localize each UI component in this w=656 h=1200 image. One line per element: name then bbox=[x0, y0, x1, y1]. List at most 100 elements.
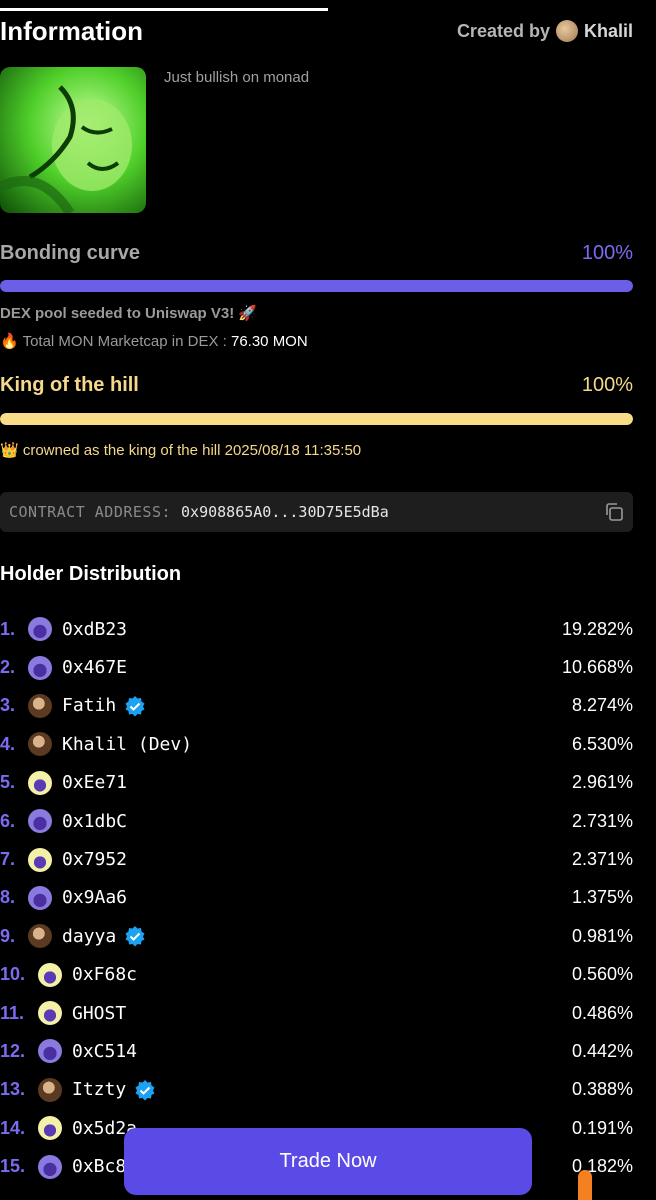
creator-link[interactable]: Created by Khalil bbox=[457, 20, 633, 42]
holder-row[interactable]: 5. 0xEe71 2.961% bbox=[0, 764, 633, 802]
holder-name[interactable]: GHOST bbox=[72, 1002, 127, 1024]
bonding-curve-progress-fill bbox=[0, 280, 633, 292]
holder-avatar bbox=[38, 1001, 62, 1026]
holder-percent: 2.731% bbox=[571, 810, 633, 831]
king-of-hill-label: King of the hill bbox=[0, 373, 139, 396]
marketcap-line: 🔥 Total MON Marketcap in DEX : 76.30 MON bbox=[0, 332, 308, 350]
holder-name[interactable]: 0x5d2a bbox=[72, 1117, 138, 1139]
holder-rank: 8. bbox=[0, 887, 16, 908]
holder-percent: 6.530% bbox=[571, 733, 633, 754]
token-description: Just bullish on monad bbox=[164, 69, 310, 86]
bonding-curve-label: Bonding curve bbox=[0, 241, 141, 264]
verified-badge-icon bbox=[134, 1079, 156, 1101]
holder-rank: 14. bbox=[0, 1117, 26, 1138]
holder-avatar bbox=[38, 1039, 62, 1064]
holder-percent: 2.371% bbox=[571, 849, 633, 870]
holder-rank: 12. bbox=[0, 1040, 26, 1061]
holder-percent: 0.560% bbox=[571, 964, 633, 985]
king-of-hill-percent: 100% bbox=[581, 373, 633, 396]
crowned-text: 👑 crowned as the king of the hill 2025/0… bbox=[0, 442, 362, 459]
verified-badge-icon bbox=[124, 925, 146, 947]
creator-avatar bbox=[555, 20, 578, 42]
holder-percent: 2.961% bbox=[571, 772, 633, 793]
creator-name: Khalil bbox=[583, 20, 633, 41]
holder-row[interactable]: 9. dayya 0.981% bbox=[0, 917, 633, 955]
holder-rank: 5. bbox=[0, 772, 16, 793]
holder-percent: 8.274% bbox=[571, 695, 633, 716]
holder-name[interactable]: 0xdB23 bbox=[62, 618, 128, 640]
holder-rank: 15. bbox=[0, 1156, 26, 1177]
holder-avatar bbox=[38, 962, 62, 987]
holder-row[interactable]: 3. Fatih 8.274% bbox=[0, 687, 633, 725]
holder-row[interactable]: 8. 0x9Aa6 1.375% bbox=[0, 879, 633, 917]
holder-percent: 0.191% bbox=[571, 1117, 633, 1138]
holder-name[interactable]: 0xEe71 bbox=[62, 772, 128, 794]
holder-percent: 0.981% bbox=[571, 925, 633, 946]
bonding-curve-progress-bar bbox=[0, 280, 633, 292]
king-of-hill-progress-fill bbox=[0, 413, 633, 425]
holder-avatar bbox=[28, 885, 52, 910]
holder-rank: 6. bbox=[0, 810, 16, 831]
holder-row[interactable]: 13. Itzty 0.388% bbox=[0, 1071, 633, 1109]
holder-rank: 11. bbox=[0, 1002, 25, 1023]
holder-row[interactable]: 14. 0x5d2a 0.191% bbox=[0, 1109, 633, 1147]
holder-rank: 9. bbox=[0, 925, 16, 946]
copy-icon[interactable] bbox=[603, 501, 625, 523]
holder-rank: 10. bbox=[0, 964, 26, 985]
trade-now-button[interactable]: Trade Now bbox=[124, 1128, 532, 1195]
holder-name[interactable]: Khalil (Dev) bbox=[62, 733, 193, 755]
holder-row[interactable]: 10. 0xF68c 0.560% bbox=[0, 956, 633, 994]
holder-avatar bbox=[28, 770, 52, 795]
holder-name[interactable]: 0x9Aa6 bbox=[62, 887, 128, 909]
holder-avatar bbox=[28, 693, 52, 718]
king-of-hill-progress-bar bbox=[0, 413, 633, 425]
holder-row[interactable]: 4. Khalil (Dev) 6.530% bbox=[0, 725, 633, 763]
holder-name[interactable]: Fatih bbox=[62, 695, 117, 717]
contract-address-value[interactable]: 0x908865A0...30D75E5dBa bbox=[181, 503, 389, 521]
created-by-label: Created by bbox=[456, 20, 550, 41]
holder-avatar bbox=[28, 617, 52, 642]
bonding-curve-header: Bonding curve 100% bbox=[0, 240, 633, 266]
info-header: Information Created by Khalil bbox=[0, 14, 633, 48]
holder-name[interactable]: 0xF68c bbox=[72, 964, 138, 986]
holder-avatar bbox=[28, 732, 52, 757]
holder-row[interactable]: 2. 0x467E 10.668% bbox=[0, 648, 633, 686]
holder-row[interactable]: 12. 0xC514 0.442% bbox=[0, 1032, 633, 1070]
holder-name[interactable]: dayya bbox=[62, 925, 117, 947]
holder-percent: 0.442% bbox=[571, 1040, 633, 1061]
token-image bbox=[0, 67, 146, 213]
bonding-curve-percent: 100% bbox=[581, 241, 633, 264]
scroll-indicator[interactable] bbox=[578, 1170, 592, 1200]
page-title: Information bbox=[0, 15, 143, 46]
holder-avatar bbox=[38, 1154, 62, 1179]
verified-badge-icon bbox=[124, 695, 146, 717]
holder-rank: 13. bbox=[0, 1079, 26, 1100]
holder-avatar bbox=[28, 809, 52, 834]
holder-list: 1. 0xdB23 19.282% 2. 0x467E 10.668% 3. Fatih 8.2… bbox=[0, 610, 633, 1186]
contract-address-label: CONTRACT ADDRESS: bbox=[9, 503, 172, 521]
marketcap-value: 76.30 MON bbox=[230, 333, 308, 350]
holder-percent: 19.282% bbox=[561, 618, 633, 639]
holder-rank: 2. bbox=[0, 657, 16, 678]
holder-row[interactable]: 7. 0x7952 2.371% bbox=[0, 840, 633, 878]
holder-row[interactable]: 6. 0x1dbC 2.731% bbox=[0, 802, 633, 840]
holder-name[interactable]: Itzty bbox=[72, 1079, 127, 1101]
holder-rank: 4. bbox=[0, 733, 16, 754]
holder-percent: 1.375% bbox=[571, 887, 633, 908]
holder-name[interactable]: 0x1dbC bbox=[62, 810, 128, 832]
king-of-hill-header: King of the hill 100% bbox=[0, 372, 633, 398]
holder-percent: 0.388% bbox=[571, 1079, 633, 1100]
holder-rank: 7. bbox=[0, 849, 16, 870]
contract-address-box: CONTRACT ADDRESS: 0x908865A0...30D75E5dB… bbox=[0, 492, 633, 532]
dex-note: DEX pool seeded to Uniswap V3! 🚀 bbox=[0, 305, 258, 322]
holder-distribution-title: Holder Distribution bbox=[0, 563, 182, 585]
holder-avatar bbox=[28, 924, 52, 949]
holder-row[interactable]: 11. GHOST 0.486% bbox=[0, 994, 633, 1032]
holder-name[interactable]: 0xC514 bbox=[72, 1040, 138, 1062]
holder-name[interactable]: 0x467E bbox=[62, 657, 128, 679]
holder-percent: 10.668% bbox=[561, 657, 633, 678]
holder-name[interactable]: 0xBc8 bbox=[72, 1156, 127, 1178]
holder-row[interactable]: 1. 0xdB23 19.282% bbox=[0, 610, 633, 648]
holder-name[interactable]: 0x7952 bbox=[62, 849, 128, 871]
marketcap-label: 🔥 Total MON Marketcap in DEX : bbox=[0, 333, 227, 350]
